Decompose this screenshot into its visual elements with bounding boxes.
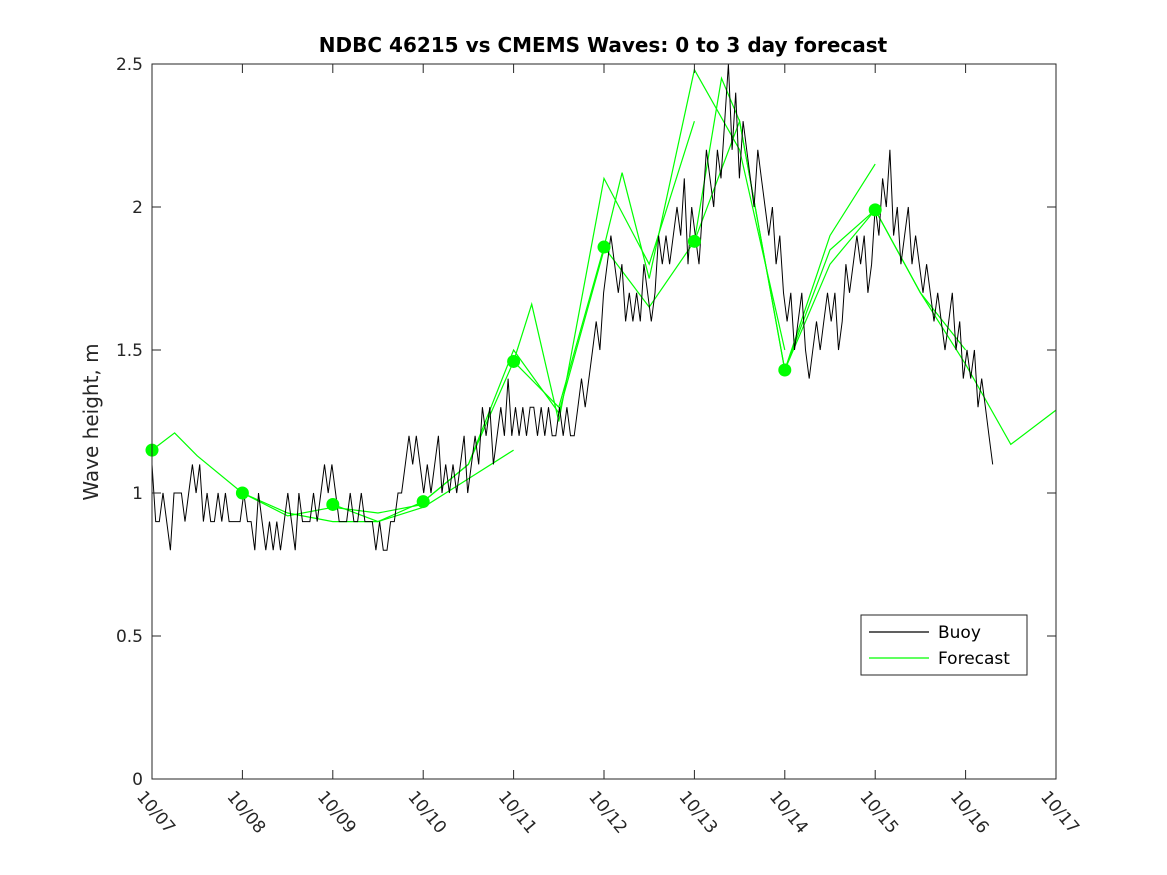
y-tick-label: 2 (132, 198, 143, 218)
forecast-marker-5 (597, 240, 611, 254)
forecast-line-5 (513, 68, 786, 409)
plot-area (145, 63, 1057, 551)
forecast-line-6 (603, 76, 876, 371)
legend: Buoy Forecast (860, 614, 1028, 676)
legend-label-forecast: Forecast (938, 649, 1010, 669)
forecast-marker-6 (687, 234, 701, 248)
y-tick-label: 0.5 (116, 627, 143, 647)
forecast-marker-2 (326, 497, 340, 511)
forecast-line-1 (151, 432, 424, 517)
y-tick-label: 1.5 (116, 341, 143, 361)
forecast-marker-3 (416, 495, 430, 509)
forecast-line-8 (784, 208, 1057, 446)
buoy-line (151, 63, 994, 551)
forecast-marker-4 (507, 354, 521, 368)
forecast-marker-7 (778, 363, 792, 377)
legend-box (860, 614, 1028, 676)
chart-title: NDBC 46215 vs CMEMS Waves: 0 to 3 day fo… (319, 33, 888, 57)
legend-label-buoy: Buoy (938, 623, 981, 643)
forecast-marker-8 (868, 203, 882, 217)
y-axis-label: Wave height, m (79, 343, 103, 500)
y-tick-label: 2.5 (116, 55, 143, 75)
forecast-marker-1 (235, 486, 249, 500)
y-tick-label: 1 (132, 484, 143, 504)
y-tick-label: 0 (132, 770, 143, 790)
